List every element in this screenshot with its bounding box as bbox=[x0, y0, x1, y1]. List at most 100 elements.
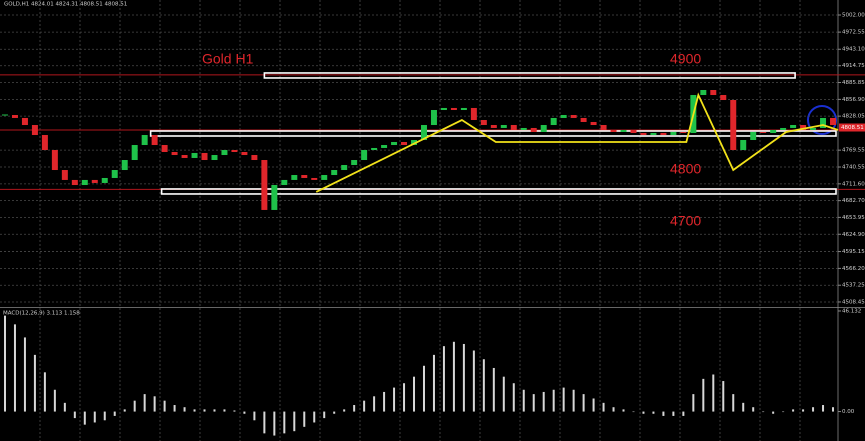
macd-bar bbox=[313, 411, 316, 423]
macd-header: MACD(12,26,9) 3.113 1.158 bbox=[3, 311, 80, 317]
macd-bar bbox=[692, 394, 695, 412]
candle bbox=[640, 132, 647, 136]
candle bbox=[550, 117, 557, 126]
candle bbox=[201, 152, 208, 161]
macd-bar bbox=[502, 376, 505, 412]
macd-bar bbox=[293, 411, 296, 432]
macd-bar bbox=[682, 411, 685, 416]
candle bbox=[51, 150, 58, 171]
y-tick-label: 4856.90 bbox=[842, 97, 865, 103]
candle bbox=[21, 117, 28, 126]
candle bbox=[830, 117, 837, 126]
candle bbox=[490, 125, 497, 128]
candle bbox=[540, 125, 547, 132]
current-price-tag bbox=[839, 123, 865, 132]
macd-bar bbox=[63, 402, 66, 412]
candle bbox=[470, 107, 477, 121]
macd-bar bbox=[832, 407, 835, 412]
y-tick-label: 4682.70 bbox=[842, 198, 865, 204]
y-tick-label: 4885.85 bbox=[842, 80, 865, 86]
macd-bar bbox=[582, 394, 585, 412]
y-tick-label: 0.00 bbox=[842, 409, 855, 415]
candle bbox=[750, 131, 757, 141]
candle bbox=[530, 127, 537, 132]
macd-bar bbox=[752, 407, 755, 412]
candle bbox=[141, 135, 148, 146]
candle bbox=[780, 127, 787, 131]
macd-bar bbox=[782, 411, 785, 413]
macd-bar bbox=[442, 346, 445, 412]
macd-bar bbox=[43, 372, 46, 412]
candle bbox=[480, 120, 487, 126]
candle bbox=[820, 117, 827, 128]
macd-bar bbox=[722, 381, 725, 412]
macd-bar bbox=[452, 341, 455, 412]
macd-bar bbox=[223, 409, 226, 412]
candle bbox=[770, 130, 777, 133]
candle bbox=[351, 160, 358, 166]
candle bbox=[81, 179, 88, 186]
macd-bar bbox=[243, 411, 246, 414]
annotation: 4700 bbox=[670, 213, 701, 229]
candle bbox=[161, 145, 168, 152]
macd-bar bbox=[233, 410, 236, 412]
macd-bar bbox=[253, 411, 256, 421]
macd-bar bbox=[283, 411, 286, 434]
macd-bar bbox=[393, 387, 396, 412]
y-tick-label: 46.132 bbox=[842, 308, 861, 314]
macd-bar bbox=[33, 354, 36, 412]
candle bbox=[111, 170, 118, 178]
macd-bar bbox=[373, 396, 376, 412]
macd-bar bbox=[263, 411, 266, 434]
y-tick-label: 4740.55 bbox=[842, 165, 865, 171]
candle bbox=[371, 147, 378, 151]
candle bbox=[131, 145, 138, 161]
macd-bar bbox=[802, 409, 805, 412]
y-tick-label: 4624.90 bbox=[842, 232, 865, 238]
candle bbox=[650, 132, 657, 136]
macd-bar bbox=[93, 411, 96, 423]
macd-bar bbox=[632, 411, 635, 413]
macd-bar bbox=[542, 391, 545, 412]
candle bbox=[221, 150, 228, 156]
candle bbox=[450, 107, 457, 111]
candle bbox=[680, 131, 687, 133]
candle bbox=[620, 130, 627, 132]
candle bbox=[600, 125, 607, 131]
candle bbox=[291, 175, 298, 180]
candle bbox=[510, 125, 517, 131]
candle bbox=[610, 130, 617, 132]
candle bbox=[391, 141, 398, 146]
macd-bar bbox=[812, 407, 815, 412]
candle bbox=[181, 155, 188, 158]
macd-bar bbox=[612, 407, 615, 412]
candle bbox=[590, 121, 597, 126]
y-tick-label: 4653.95 bbox=[842, 215, 865, 221]
candle bbox=[730, 100, 737, 151]
candle bbox=[321, 175, 328, 180]
candle bbox=[420, 125, 427, 141]
macd-bar bbox=[562, 387, 565, 412]
candle bbox=[520, 127, 527, 131]
y-tick-label: 4711.60 bbox=[842, 181, 865, 187]
candle bbox=[500, 125, 507, 128]
zone bbox=[160, 188, 837, 195]
candle bbox=[790, 125, 797, 128]
candle bbox=[411, 140, 418, 146]
macd-bar bbox=[203, 409, 206, 412]
candle bbox=[11, 115, 18, 118]
macd-bar bbox=[273, 411, 276, 436]
macd-bar bbox=[133, 400, 136, 412]
macd-bar bbox=[532, 394, 535, 412]
y-tick-label: 4769.55 bbox=[842, 148, 865, 154]
macd-bar bbox=[772, 411, 775, 414]
macd-bar bbox=[662, 411, 665, 416]
candle bbox=[700, 90, 707, 96]
candle bbox=[440, 107, 447, 111]
macd-bar bbox=[792, 409, 795, 412]
macd-bar bbox=[602, 402, 605, 412]
macd-bar bbox=[742, 402, 745, 412]
macd-bar bbox=[672, 411, 675, 416]
